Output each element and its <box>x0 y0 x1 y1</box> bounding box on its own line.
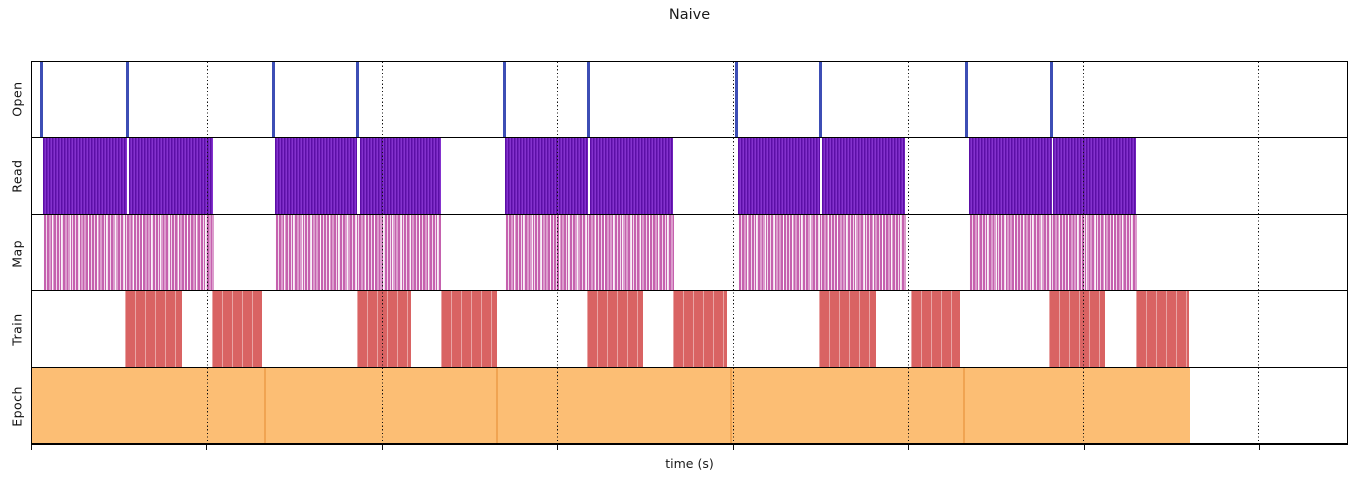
map-interval-mark <box>274 214 442 291</box>
open-event-mark <box>1050 62 1054 138</box>
read-interval-mark <box>968 138 1052 214</box>
train-interval-mark <box>1136 291 1190 367</box>
x-tick <box>206 445 208 450</box>
open-event-mark <box>734 62 738 138</box>
train-interval-mark <box>587 291 644 367</box>
open-marks-layer <box>32 62 1347 138</box>
epoch-interval-mark <box>729 367 963 443</box>
train-interval-mark <box>673 291 727 367</box>
gridline <box>1258 62 1260 444</box>
epoch-interval-mark <box>32 367 264 443</box>
epoch-interval-mark <box>962 367 1191 443</box>
gridline <box>732 62 734 444</box>
train-interval-mark <box>818 291 876 367</box>
open-event-mark <box>965 62 969 138</box>
chart-title: Naive <box>668 7 711 23</box>
gridline <box>1083 62 1085 444</box>
row-label-map: Map <box>9 239 25 267</box>
train-marks-layer <box>32 291 1347 367</box>
read-interval-mark <box>359 138 442 214</box>
gridline <box>907 62 909 444</box>
x-tick <box>732 445 734 450</box>
lane-train <box>32 291 1347 368</box>
lane-epoch <box>32 367 1347 444</box>
x-axis-label: time (s) <box>665 456 714 471</box>
row-label-train: Train <box>9 313 25 347</box>
read-marks-layer <box>32 138 1347 214</box>
epoch-interval-mark <box>496 367 730 443</box>
gridline <box>557 62 559 444</box>
row-label-open: Open <box>9 81 25 118</box>
open-event-mark <box>40 62 44 138</box>
train-interval-mark <box>124 291 182 367</box>
read-interval-mark <box>274 138 357 214</box>
map-interval-mark <box>505 214 674 291</box>
lane-read <box>32 138 1347 215</box>
train-interval-mark <box>211 291 262 367</box>
read-interval-mark <box>43 138 127 214</box>
train-interval-mark <box>1049 291 1106 367</box>
lane-map <box>32 214 1347 292</box>
plot-area <box>31 61 1348 445</box>
x-tick <box>1083 445 1085 450</box>
row-label-epoch: Epoch <box>9 386 25 427</box>
train-interval-mark <box>356 291 412 367</box>
map-interval-mark <box>737 214 906 291</box>
x-tick <box>1258 445 1260 450</box>
map-marks-layer <box>32 214 1347 291</box>
open-event-mark <box>271 62 275 138</box>
read-interval-mark <box>128 138 213 214</box>
map-interval-mark <box>968 214 1138 291</box>
read-interval-mark <box>505 138 589 214</box>
open-event-mark <box>819 62 823 138</box>
read-interval-mark <box>821 138 905 214</box>
read-interval-mark <box>590 138 674 214</box>
x-tick <box>907 445 909 450</box>
lane-open <box>32 62 1347 139</box>
open-event-mark <box>502 62 506 138</box>
row-label-read: Read <box>9 159 25 193</box>
read-interval-mark <box>737 138 820 214</box>
open-event-mark <box>586 62 590 138</box>
open-event-mark <box>355 62 359 138</box>
epoch-interval-mark <box>263 367 497 443</box>
train-interval-mark <box>910 291 960 367</box>
x-tick <box>31 445 32 450</box>
x-tick <box>381 445 383 450</box>
map-interval-mark <box>43 214 214 291</box>
open-event-mark <box>126 62 130 138</box>
epoch-marks-layer <box>32 367 1347 443</box>
train-interval-mark <box>441 291 498 367</box>
read-interval-mark <box>1053 138 1137 214</box>
gridline <box>206 62 208 444</box>
x-tick <box>557 445 558 450</box>
gridline <box>382 62 384 444</box>
